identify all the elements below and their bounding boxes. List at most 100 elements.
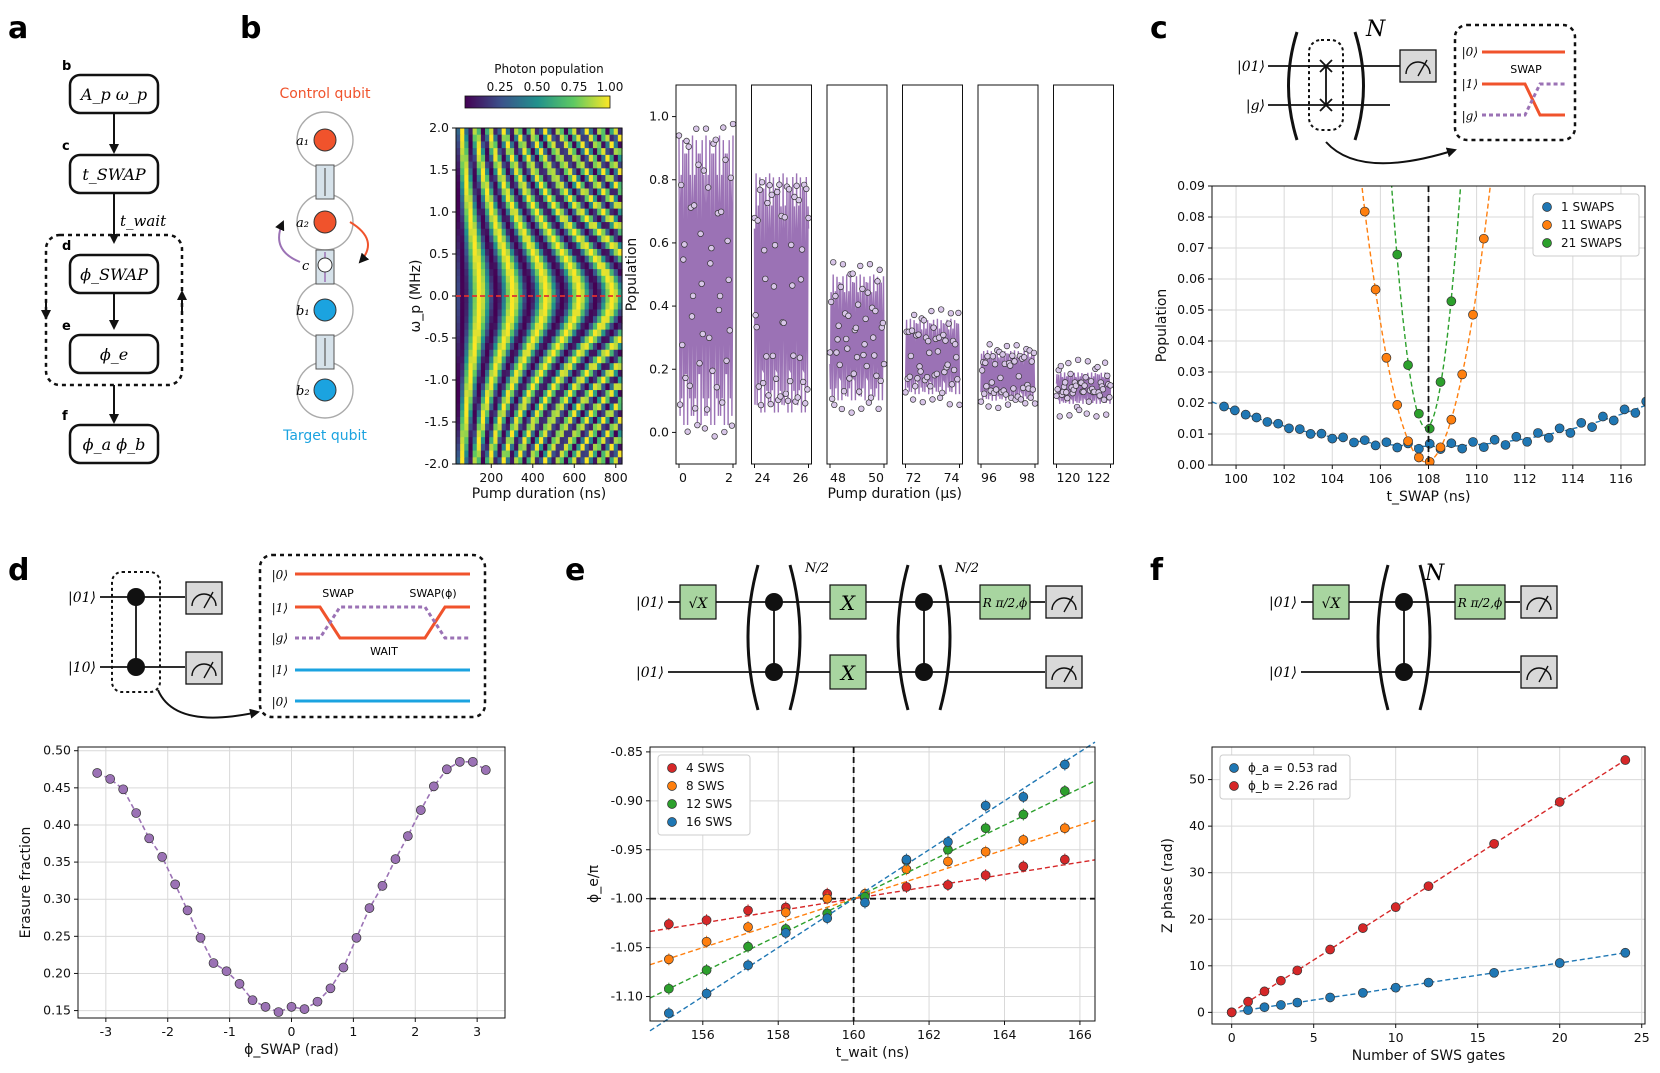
heatmap-cell: [505, 403, 511, 411]
heatmap-cell: [534, 222, 540, 230]
heatmap-cell: [559, 282, 565, 290]
heatmap-cell: [555, 343, 561, 351]
data-point: [1608, 415, 1619, 426]
heatmap-cell: [613, 222, 619, 230]
heatmap-cell: [605, 188, 611, 196]
heatmap-cell: [572, 255, 577, 263]
heatmap-cell: [584, 383, 590, 391]
heatmap-cell: [468, 457, 474, 465]
heatmap-cell: [605, 383, 611, 391]
heatmap-cell: [514, 161, 519, 169]
heatmap-cell: [472, 148, 478, 156]
heatmap-cell: [480, 423, 486, 431]
heatmap-cell: [580, 168, 586, 176]
trace-point: [724, 237, 731, 245]
meter-f-bot: [1520, 655, 1558, 689]
heatmap-cell: [518, 322, 523, 331]
heatmap-cell: [476, 289, 482, 297]
heatmap-cell: [505, 296, 511, 304]
x-tick-label: 122: [1087, 470, 1111, 485]
heatmap-cell: [605, 289, 611, 297]
x-tick-label: 120: [1057, 470, 1081, 485]
heatmap-cell: [460, 302, 465, 311]
heatmap-cell: [505, 416, 511, 425]
heatmap-cell: [526, 148, 532, 156]
heatmap-cell: [597, 262, 602, 270]
trace-point: [720, 124, 727, 131]
qubit-b2: [313, 378, 337, 402]
heatmap-cell: [572, 248, 577, 257]
heatmap-cell: [522, 363, 528, 371]
heatmap-cell: [613, 201, 619, 210]
heatmap-cell: [476, 235, 482, 243]
gate-e-x-bot-label: X: [839, 661, 856, 685]
heatmap-cell: [509, 289, 515, 297]
heatmap-cell: [597, 309, 602, 317]
heatmap-cell: [555, 148, 561, 156]
heatmap-cell: [568, 208, 573, 216]
heatmap-cell: [489, 282, 494, 290]
heatmap-cell: [572, 262, 577, 270]
heatmap-cell: [543, 175, 548, 183]
erasure-chart: -3 -2 -1 0 1 2 30.150.200.250.300.350.400.450.…: [18, 743, 506, 1058]
trace-point: [708, 245, 715, 252]
heatmap-cell: [551, 322, 557, 331]
heatmap-cell: [597, 201, 602, 210]
heatmap-cell: [493, 255, 499, 263]
heatmap-cell: [526, 208, 532, 216]
heatmap-cell: [526, 336, 532, 344]
heatmap-cell: [485, 201, 490, 210]
trace-point: [1031, 400, 1039, 407]
heatmap-cell: [584, 437, 590, 445]
heatmap-cell: [605, 262, 611, 270]
data-point: [980, 870, 991, 881]
trace-point: [753, 324, 760, 331]
heatmap-cell: [563, 329, 569, 337]
heatmap-cell: [472, 309, 478, 317]
heatmap-cell: [543, 188, 548, 196]
trace-point: [850, 370, 857, 377]
trace-point: [953, 354, 960, 361]
legend-box: [1532, 193, 1640, 257]
heatmap-cell: [509, 148, 515, 156]
heatmap-cell: [460, 349, 465, 358]
heatmap-cell: [518, 363, 523, 371]
trace-point: [832, 292, 839, 300]
heatmap-cell: [505, 443, 511, 452]
heatmap-cell: [501, 437, 507, 445]
heatmap-cell: [617, 376, 623, 384]
heatmap-cell: [526, 383, 532, 391]
heatmap-cell: [539, 363, 544, 371]
heatmap-cell: [480, 309, 486, 317]
heatmap-cell: [609, 228, 615, 237]
heatmap-cell: [559, 343, 565, 351]
heatmap-cell: [547, 356, 553, 364]
heatmap-cell: [489, 356, 494, 364]
heatmap-cell: [464, 410, 470, 418]
heatmap-cell: [555, 181, 561, 190]
heatmap-cell: [485, 450, 490, 458]
heatmap-cell: [563, 282, 569, 290]
heatmap-cell: [551, 296, 557, 304]
heatmap-cell: [547, 262, 553, 270]
heatmap-cell: [530, 443, 536, 452]
trace-point: [680, 256, 687, 263]
heatmap-cell: [485, 423, 490, 431]
heatmap-cell: [489, 215, 494, 223]
heatmap-cell: [534, 376, 540, 384]
flow-node-5-label: ϕ_a ϕ_b: [83, 435, 146, 454]
heatmap-cell: [534, 363, 540, 371]
heatmap-cell: [563, 302, 569, 311]
heatmap-cell: [460, 208, 465, 216]
heatmap-cell: [493, 262, 499, 270]
x-tick-label: 166: [1068, 1027, 1092, 1042]
heatmap-cell: [456, 410, 461, 418]
heatmap-cell: [580, 343, 586, 351]
heatmap-cell: [485, 302, 490, 311]
trace-point: [947, 310, 955, 317]
heatmap-cell: [576, 262, 582, 270]
heatmap-cell: [576, 235, 582, 243]
y-tick-label: 0.5: [429, 246, 449, 261]
heatmap-cell: [468, 349, 474, 358]
data-point: [351, 932, 362, 943]
